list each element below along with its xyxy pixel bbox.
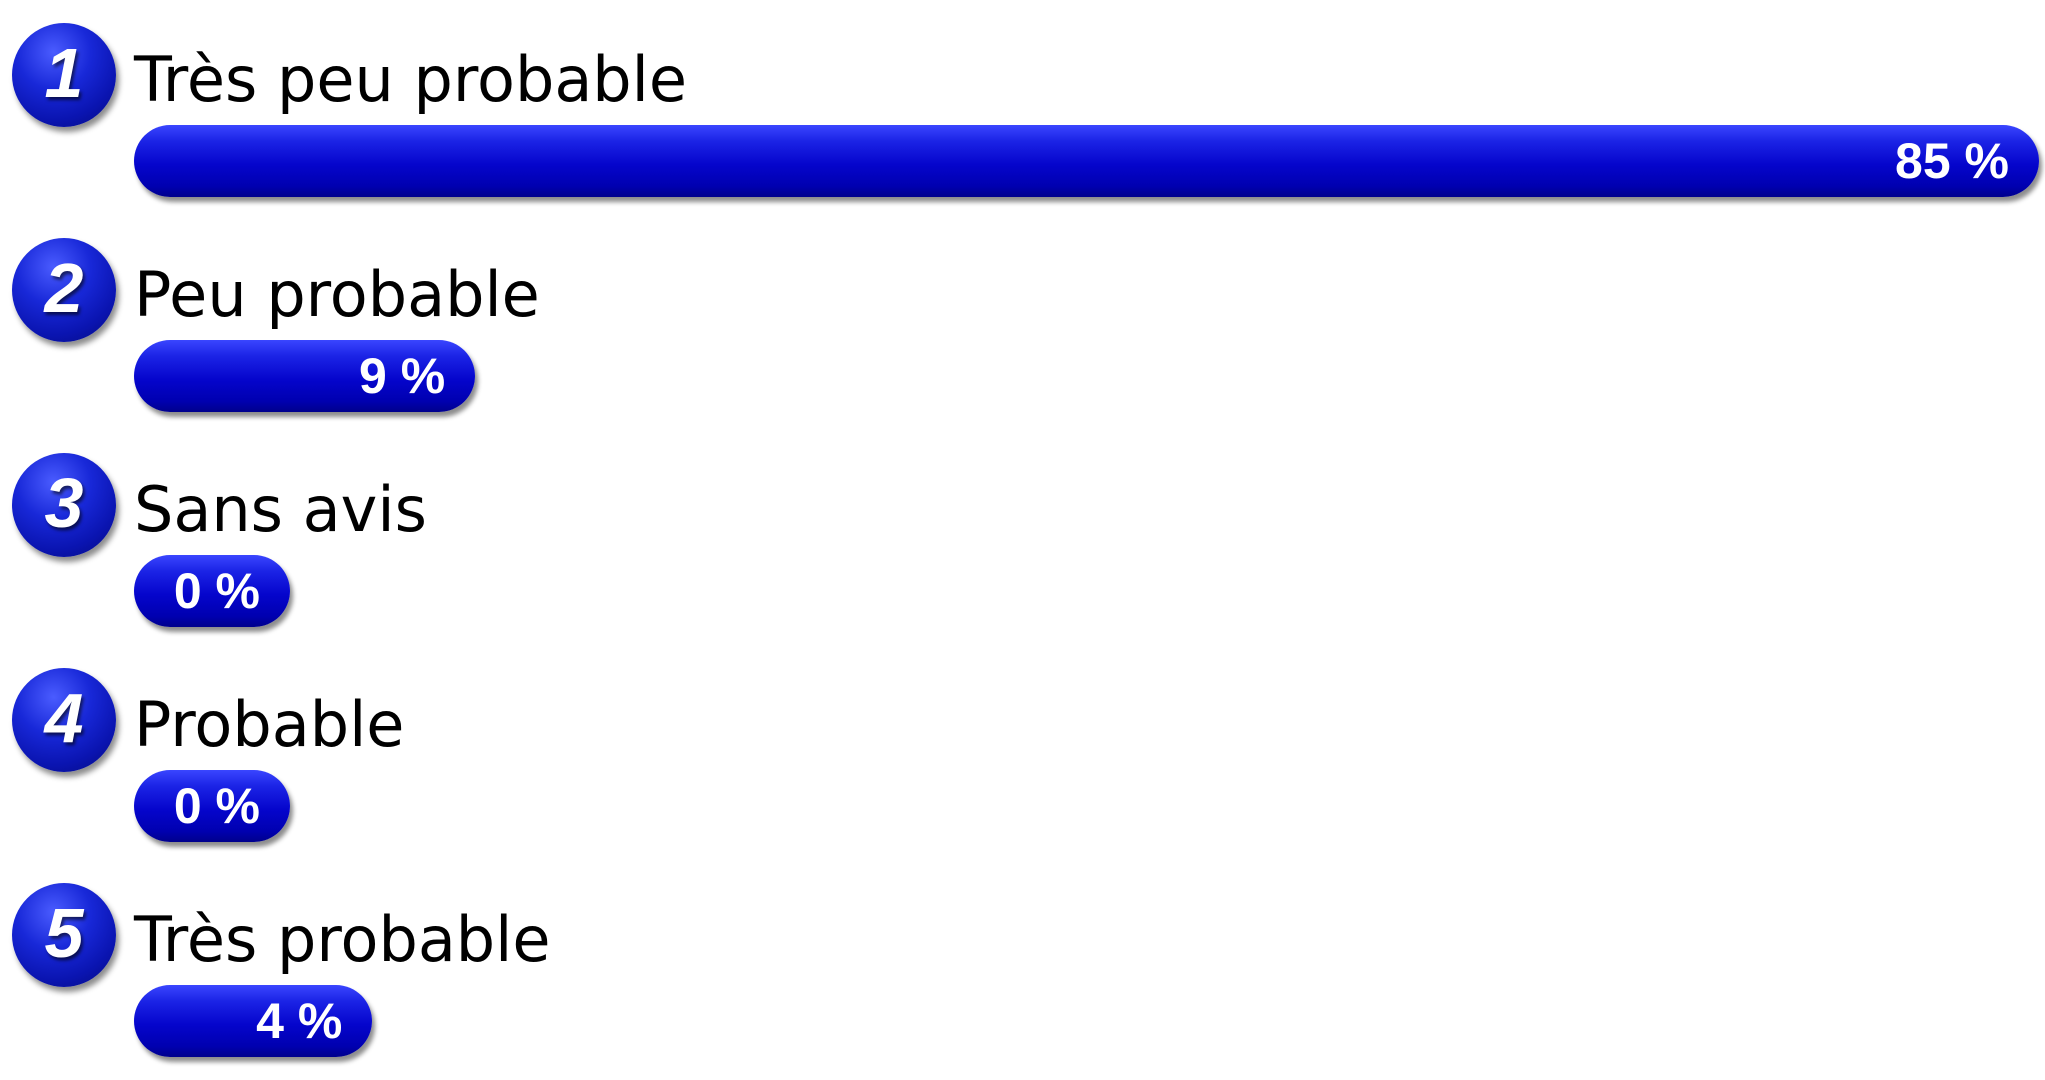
value-label: 85 % xyxy=(1895,133,2009,189)
option-number: 2 xyxy=(44,249,84,327)
value-label: 0 % xyxy=(173,778,260,834)
result-bar: 9 % xyxy=(134,340,476,412)
option-number: 1 xyxy=(44,34,84,112)
category-label: Très peu probable xyxy=(134,43,688,116)
option-number: 4 xyxy=(44,679,84,757)
answer-row: 2 Peu probable 9 % xyxy=(0,235,2045,435)
result-bar: 0 % xyxy=(134,555,290,627)
option-number-badge: 1 xyxy=(12,23,116,127)
result-bar: 0 % xyxy=(134,770,290,842)
answer-row: 4 Probable 0 % xyxy=(0,665,2045,865)
option-number-badge: 5 xyxy=(12,883,116,987)
answer-row: 3 Sans avis 0 % xyxy=(0,450,2045,650)
option-number: 3 xyxy=(44,464,84,542)
poll-results-chart: 1 Très peu probable 85 % 2 Peu probable 9 % 3 S… xyxy=(0,20,2045,1057)
answer-row: 1 Très peu probable 85 % xyxy=(0,20,2045,220)
category-label: Probable xyxy=(134,688,405,761)
result-bar: 85 % xyxy=(134,125,2039,197)
answer-row: 5 Très probable 4 % xyxy=(0,880,2045,1080)
value-label: 9 % xyxy=(359,348,446,404)
value-label: 4 % xyxy=(256,993,343,1049)
result-bar: 4 % xyxy=(134,985,373,1057)
value-label: 0 % xyxy=(173,563,260,619)
option-number-badge: 3 xyxy=(12,453,116,557)
category-label: Très probable xyxy=(134,903,551,976)
option-number: 5 xyxy=(44,894,84,972)
category-label: Sans avis xyxy=(134,473,427,546)
option-number-badge: 4 xyxy=(12,668,116,772)
option-number-badge: 2 xyxy=(12,238,116,342)
category-label: Peu probable xyxy=(134,258,540,331)
